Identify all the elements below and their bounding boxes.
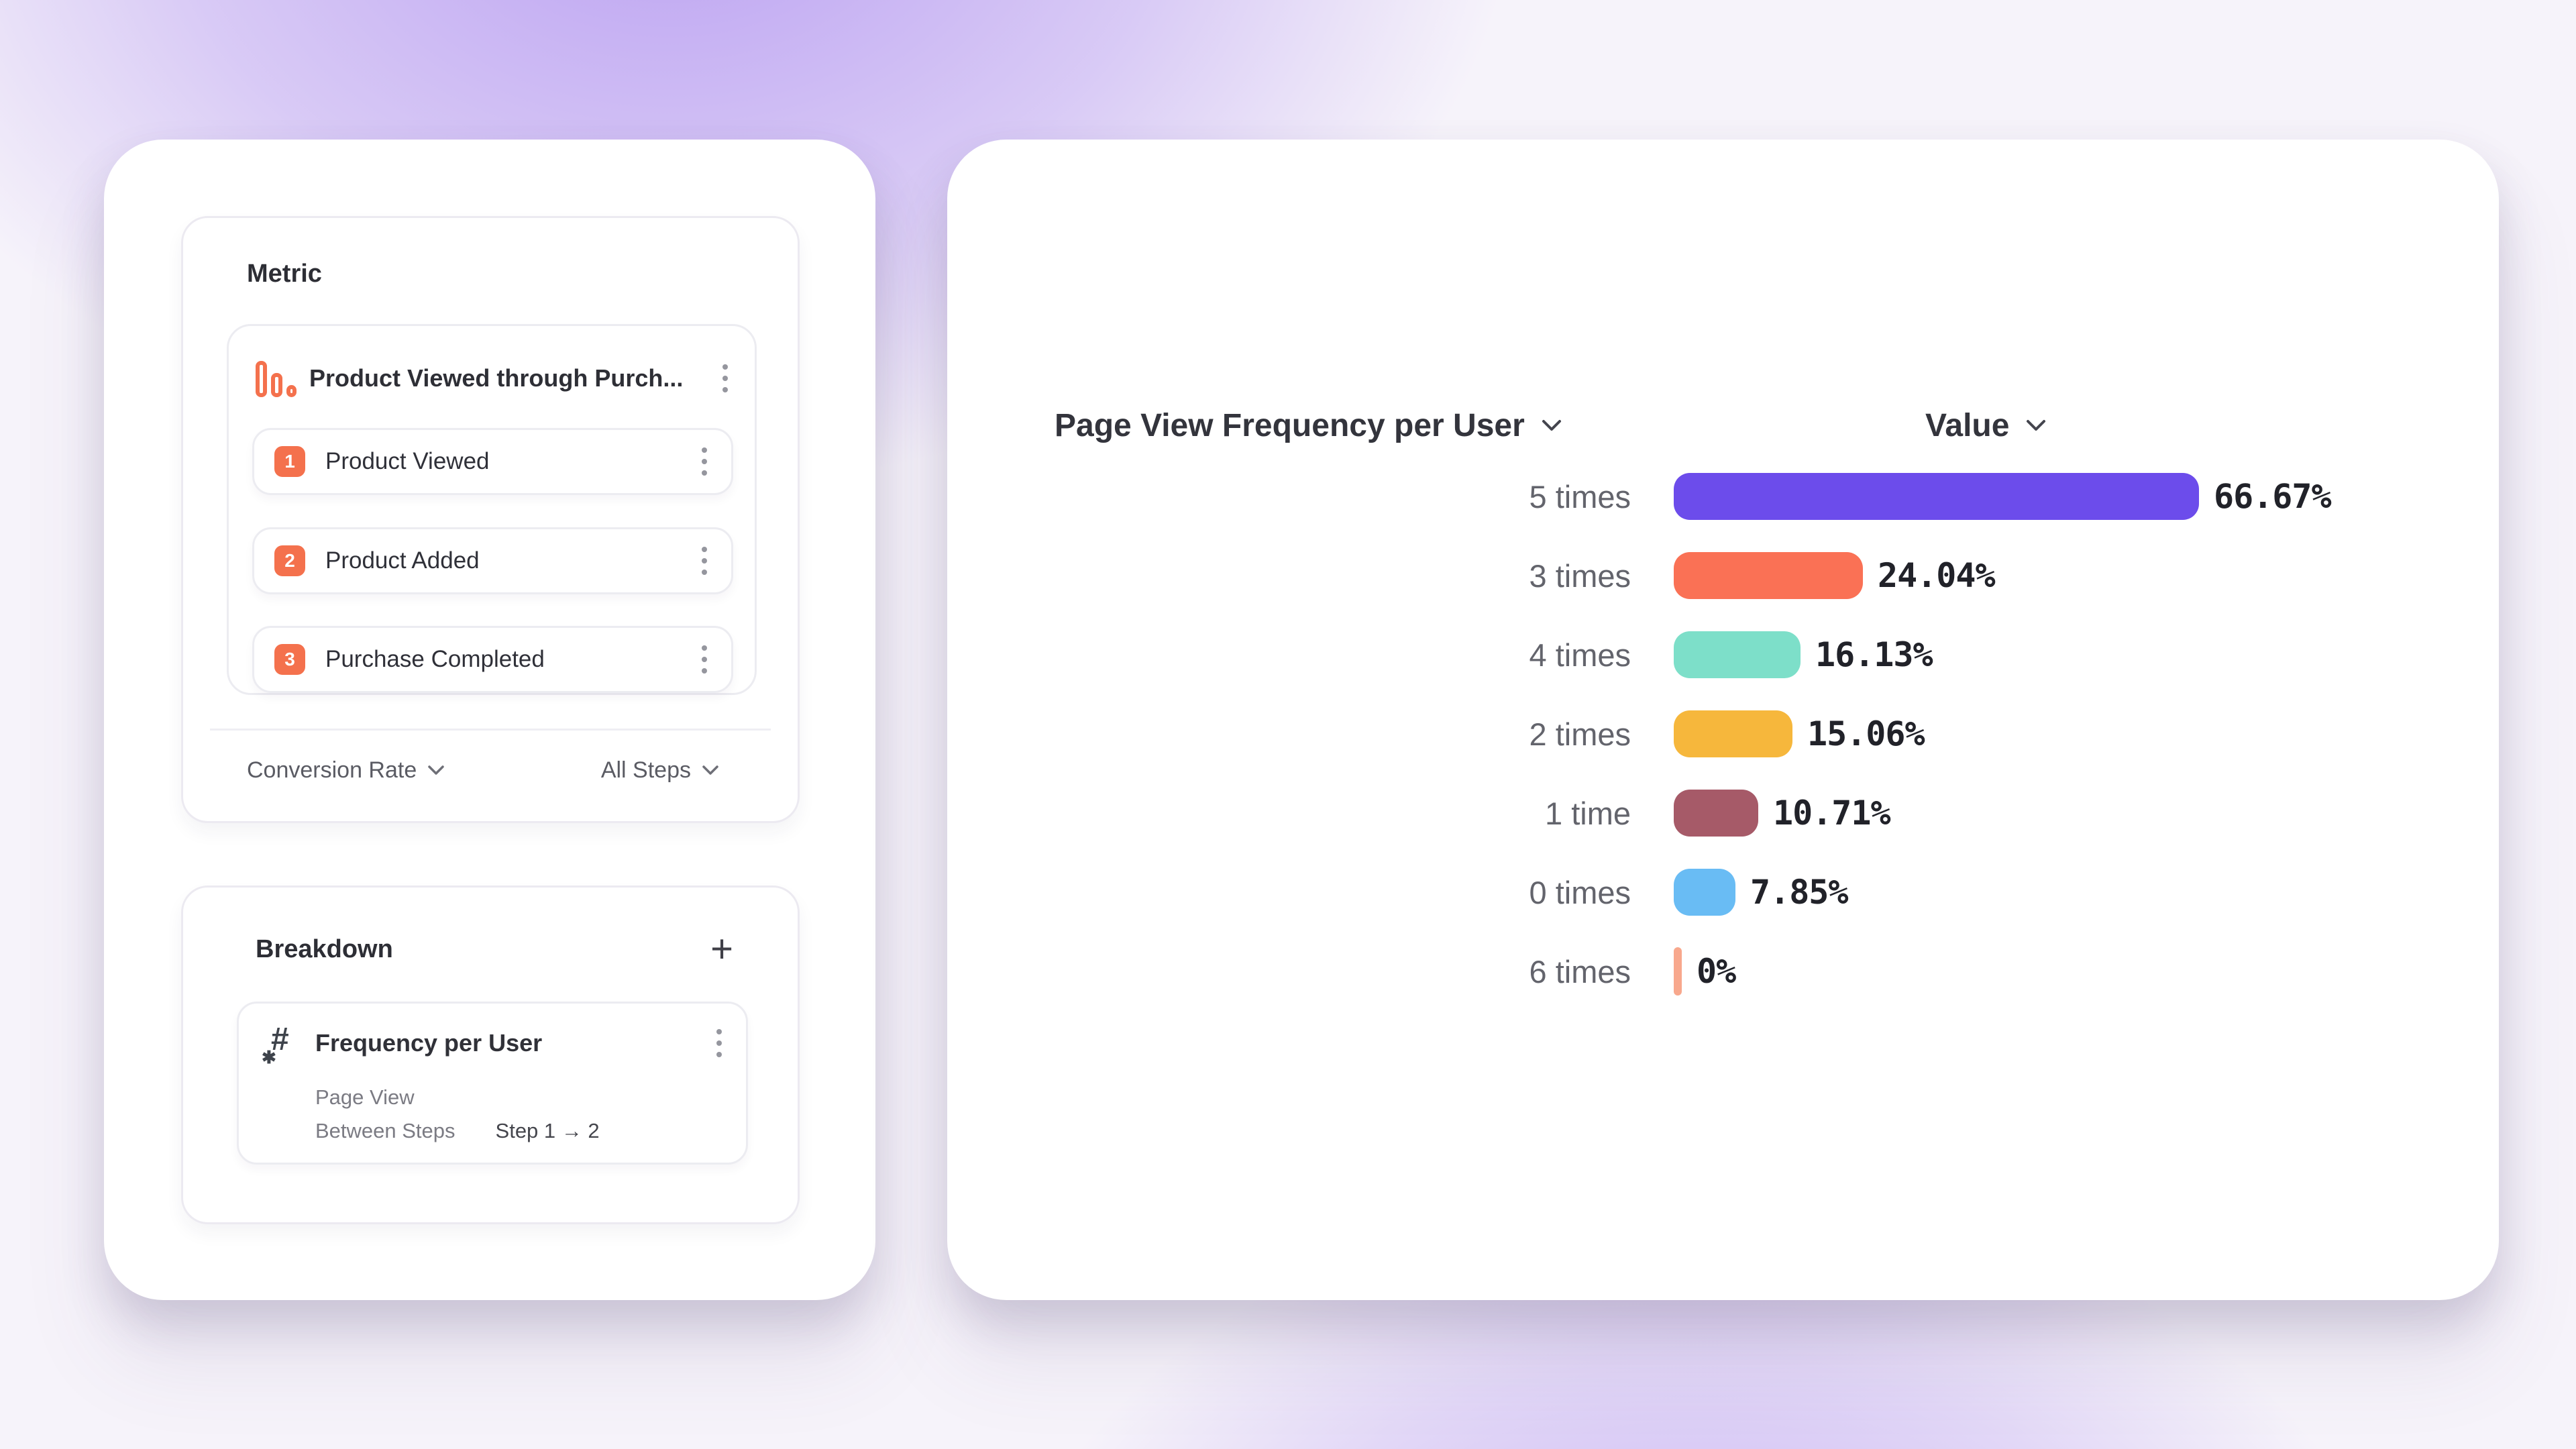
breakdown-item-event: Page View [315, 1085, 415, 1109]
chart-value-label: 24.04% [1878, 556, 1996, 595]
funnel-step-card[interactable]: 2 Product Added [252, 527, 733, 594]
step-kebab-menu-icon[interactable] [698, 543, 711, 579]
step-number-badge: 2 [274, 545, 305, 576]
chart-category-label: 6 times [1529, 953, 1631, 989]
metric-panel-title: Metric [247, 260, 322, 288]
funnel-step-card[interactable]: 3 Purchase Completed [252, 626, 733, 693]
chart-bar[interactable] [1674, 947, 1682, 996]
add-breakdown-button[interactable]: + [710, 927, 733, 971]
chart-bar[interactable] [1674, 473, 2199, 520]
funnel-bars-icon [256, 360, 297, 397]
chart-value-label: 10.71% [1773, 794, 1891, 833]
query-builder-card: Metric Product Viewed through Purch... 1… [104, 140, 875, 1300]
chart-bar[interactable] [1674, 552, 1863, 599]
metric-footer: Conversion Rate All Steps [247, 747, 719, 794]
step-label: Product Added [325, 547, 480, 574]
chart-category-label: 4 times [1529, 637, 1631, 673]
metric-footer-divider [210, 729, 771, 731]
chart-category-label: 5 times [1529, 478, 1631, 515]
measurement-dropdown-label: Conversion Rate [247, 757, 417, 783]
breakdown-item-scope: Between Steps Step 1 → 2 [315, 1119, 600, 1143]
step-number-badge: 1 [274, 446, 305, 477]
chart-value-dropdown[interactable]: Value [1925, 404, 2047, 447]
breakdown-scope-label: Between Steps [315, 1119, 455, 1142]
metric-panel: Metric Product Viewed through Purch... 1… [181, 216, 800, 823]
chevron-down-icon [428, 765, 444, 775]
breakdown-item-header: # ✱ Frequency per User [262, 1021, 726, 1067]
chart-row: 6 times 0% [947, 932, 2499, 1011]
chart-category-label: 1 time [1545, 795, 1631, 831]
chart-row: 5 times 66.67% [947, 457, 2499, 536]
breakdown-panel-title: Breakdown [256, 934, 393, 963]
breakdown-scope-value[interactable]: Step 1 → 2 [495, 1119, 600, 1142]
chevron-down-icon [2027, 420, 2046, 431]
chart-bar[interactable] [1674, 631, 1801, 678]
chart-card: Page View Frequency per User Value 5 tim… [947, 140, 2499, 1300]
chart-value-label: 15.06% [1807, 714, 1925, 753]
funnel-kebab-menu-icon[interactable] [718, 360, 732, 396]
chart-row: 4 times 16.13% [947, 615, 2499, 694]
bar-chart: 5 times 66.67% 3 times 24.04% 4 times 16… [947, 457, 2499, 1011]
chart-category-label: 3 times [1529, 557, 1631, 594]
chart-value-label: 66.67% [2214, 477, 2332, 516]
chart-category-label: 2 times [1529, 716, 1631, 752]
chart-series-dropdown[interactable]: Page View Frequency per User [1055, 404, 1562, 447]
breakdown-item-title: Frequency per User [315, 1029, 543, 1057]
chart-row: 3 times 24.04% [947, 536, 2499, 615]
funnel-metric-title: Product Viewed through Purch... [309, 364, 684, 392]
step-label: Purchase Completed [325, 646, 545, 672]
chart-row: 0 times 7.85% [947, 853, 2499, 932]
chart-value-label: 7.85% [1750, 873, 1849, 912]
chevron-down-icon [1542, 420, 1561, 431]
chart-value-dropdown-label: Value [1925, 407, 2010, 443]
chevron-down-icon [702, 765, 718, 775]
chart-value-label: 0% [1697, 952, 1736, 991]
chart-bar[interactable] [1674, 869, 1735, 916]
breakdown-header: Breakdown + [256, 926, 733, 972]
chart-bar[interactable] [1674, 790, 1758, 837]
chart-bar[interactable] [1674, 710, 1792, 757]
funnel-metric-header[interactable]: Product Viewed through Purch... [256, 343, 732, 413]
breakdown-panel: Breakdown + # ✱ Frequency per User Page V… [181, 885, 800, 1224]
funnel-metric-box: Product Viewed through Purch... 1 Produc… [227, 324, 757, 695]
step-kebab-menu-icon[interactable] [698, 641, 711, 678]
funnel-step-card[interactable]: 1 Product Viewed [252, 428, 733, 495]
chart-row: 1 time 10.71% [947, 773, 2499, 853]
breakdown-kebab-menu-icon[interactable] [712, 1025, 726, 1061]
steps-scope-dropdown-label: All Steps [600, 757, 691, 783]
chart-category-label: 0 times [1529, 874, 1631, 910]
step-number-badge: 3 [274, 644, 305, 675]
measurement-dropdown[interactable]: Conversion Rate [247, 757, 445, 784]
numeric-property-icon: # ✱ [262, 1022, 289, 1067]
steps-scope-dropdown[interactable]: All Steps [601, 757, 719, 784]
step-kebab-menu-icon[interactable] [698, 443, 711, 480]
chart-value-label: 16.13% [1815, 635, 1933, 674]
step-label: Product Viewed [325, 448, 490, 474]
chart-row: 2 times 15.06% [947, 694, 2499, 773]
chart-series-dropdown-label: Page View Frequency per User [1055, 407, 1525, 443]
breakdown-item[interactable]: # ✱ Frequency per User Page View Between … [237, 1002, 748, 1165]
